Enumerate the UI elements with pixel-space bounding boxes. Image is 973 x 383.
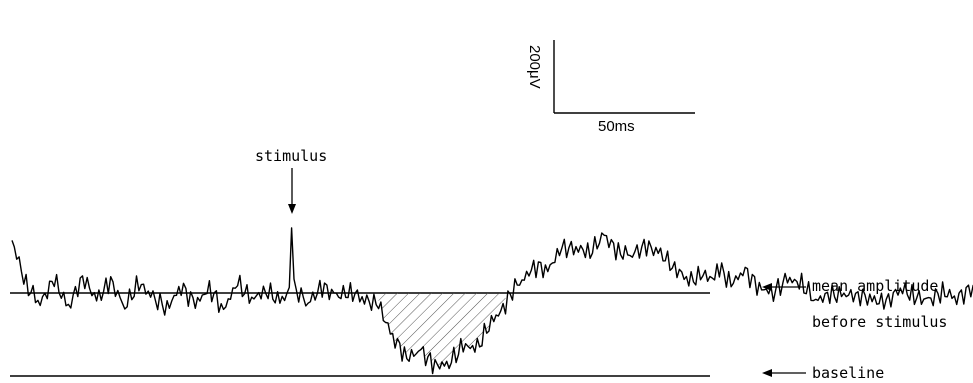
stimulus-label: stimulus xyxy=(255,147,327,165)
scale-voltage-label: 200μV xyxy=(526,45,543,89)
mean-amplitude-label: mean amplitude xyxy=(812,277,938,295)
baseline-annotation: baseline xyxy=(762,364,884,382)
eeg-waveform xyxy=(11,227,973,375)
scale-bar: 200μV 50ms xyxy=(526,40,695,135)
stimulus-annotation: stimulus xyxy=(255,147,327,214)
baseline-label: baseline xyxy=(812,364,884,382)
before-stimulus-label: before stimulus xyxy=(812,313,947,331)
mean-arrow-head xyxy=(762,283,772,291)
scale-time-label: 50ms xyxy=(598,118,635,135)
baseline-arrow-head xyxy=(762,369,772,377)
stimulus-arrow-head xyxy=(288,204,296,214)
mean-amplitude-annotation: mean amplitude before stimulus xyxy=(762,277,947,331)
